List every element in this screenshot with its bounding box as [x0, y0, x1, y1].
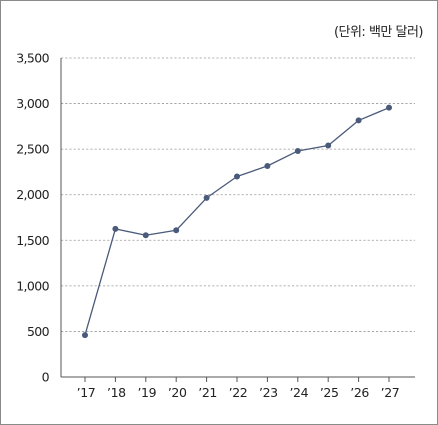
data-point: [294, 147, 301, 154]
x-tick-label: ’18: [107, 385, 126, 400]
series-line: [84, 107, 390, 336]
data-point: [203, 194, 210, 201]
y-tick-label: 2,000: [16, 187, 49, 202]
data-point: [142, 232, 149, 239]
data-point: [112, 225, 119, 232]
data-point: [82, 332, 88, 339]
x-tick-label: ’27: [381, 385, 400, 400]
data-point: [355, 117, 362, 124]
y-tick-label: 3,000: [16, 96, 49, 111]
y-tick-label: 500: [27, 324, 50, 339]
y-tick-label: 1,000: [16, 278, 49, 293]
data-point: [173, 227, 180, 234]
x-tick-label: ’26: [350, 385, 369, 400]
y-tick-label: 1,500: [16, 233, 49, 248]
y-tick-label: 3,500: [16, 51, 49, 66]
x-tick-label: ’22: [229, 385, 248, 400]
x-tick-label: ’23: [259, 385, 278, 400]
data-point: [234, 173, 240, 180]
y-tick-label: 0: [42, 370, 50, 385]
x-tick-label: ’25: [320, 385, 339, 400]
x-tick-label: ’19: [137, 385, 156, 400]
data-point: [386, 104, 392, 111]
unit-label: (단위: 백만 달러): [333, 25, 424, 40]
x-tick-label: ’20: [168, 385, 187, 400]
x-tick-label: ’24: [289, 385, 308, 400]
y-tick-label: 2,500: [16, 142, 49, 157]
x-tick-label: ’17: [77, 385, 96, 400]
data-point: [264, 163, 271, 170]
data-point: [325, 142, 332, 149]
x-tick-label: ’21: [198, 385, 217, 400]
